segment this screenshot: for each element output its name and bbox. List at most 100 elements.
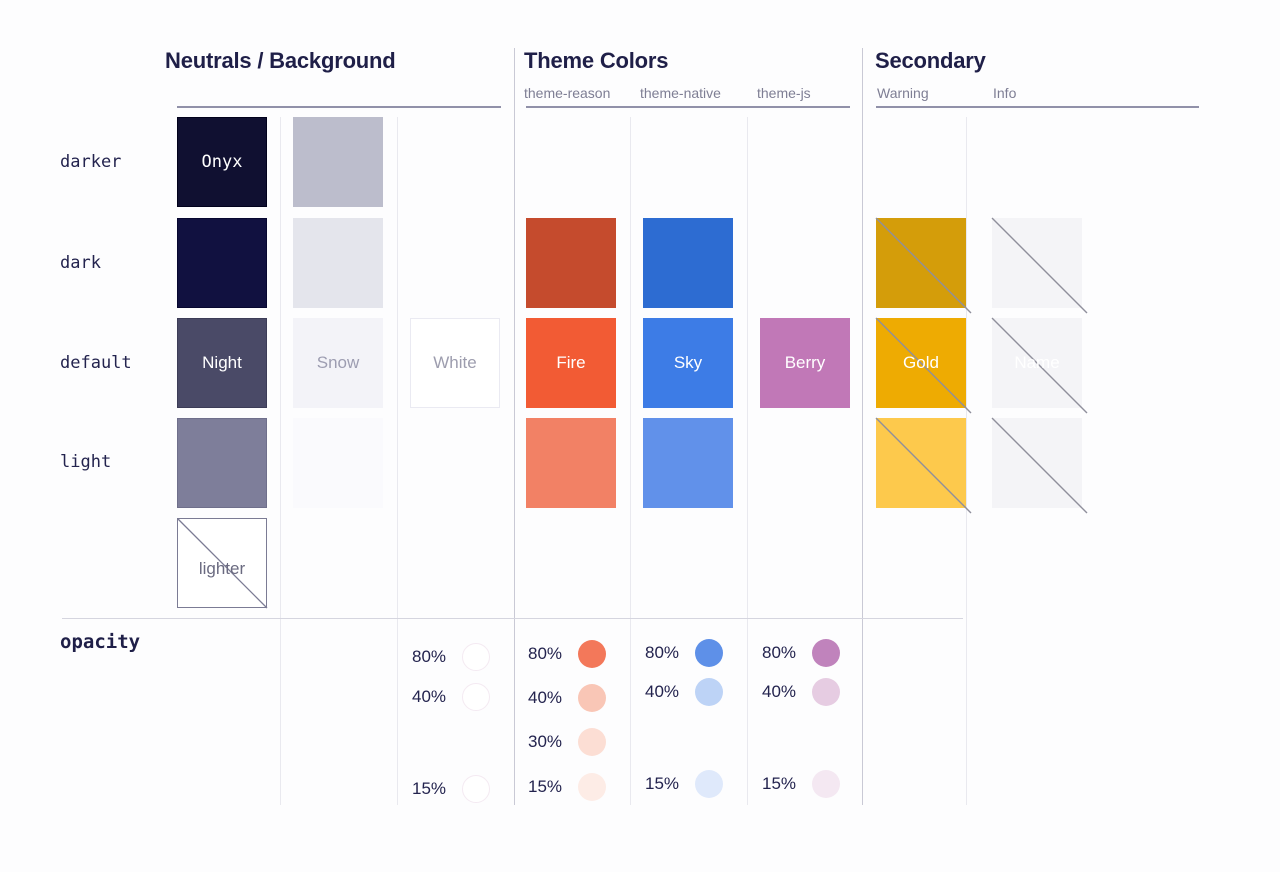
opacity-percent-label: 40%: [528, 688, 563, 707]
swatch-white-label: White: [433, 353, 477, 372]
opacity-circle-sky-80: [695, 639, 723, 667]
sublabel-theme-native: theme-native: [640, 85, 721, 101]
swatch-sky-label: Sky: [673, 353, 703, 372]
swatch-onyx: Onyx: [177, 117, 267, 207]
swatch-sky: Sky: [643, 318, 733, 408]
opacity-row-white-15: 15%: [412, 775, 490, 803]
row-label-default: default: [60, 353, 132, 373]
opacity-percent-label: 40%: [762, 682, 797, 701]
opacity-percent-label: 80%: [412, 647, 447, 666]
opacity-circle-berry-80: [812, 639, 840, 667]
opacity-circle-berry-40: [812, 678, 840, 706]
opacity-row-fire-30: 30%: [528, 728, 606, 756]
opacity-row-fire-80: 80%: [528, 640, 606, 668]
strikethrough-line: [991, 417, 1088, 514]
row-label-light: light: [60, 452, 112, 472]
opacity-percent-label: 15%: [762, 774, 797, 793]
swatch-sky-light: [643, 418, 733, 508]
column-divider: [747, 117, 748, 805]
opacity-divider: [62, 618, 963, 619]
opacity-row-sky-15: 15%: [645, 770, 723, 798]
section-rule: [177, 106, 501, 108]
swatch-fire-dark: [526, 218, 616, 308]
swatch-sky-dark: [643, 218, 733, 308]
swatch-snow: Snow: [293, 318, 383, 408]
section-rule: [876, 106, 1199, 108]
strikethrough-line: [177, 518, 268, 609]
sublabel-theme-js: theme-js: [757, 85, 811, 101]
opacity-circle-fire-80: [578, 640, 606, 668]
column-divider: [280, 117, 281, 805]
opacity-percent-label: 40%: [412, 687, 447, 706]
opacity-row-berry-80: 80%: [762, 639, 840, 667]
sublabel-info: Info: [993, 85, 1017, 101]
swatch-berry: Berry: [760, 318, 850, 408]
section-title-neutrals: Neutrals / Background: [165, 48, 396, 73]
swatch-neutral-light: [177, 418, 267, 508]
swatch-neutral-dark: [177, 218, 267, 308]
section-title-theme: Theme Colors: [524, 48, 669, 73]
swatch-fire: Fire: [526, 318, 616, 408]
swatch-lighter: lighter: [177, 518, 268, 609]
strikethrough-line: [875, 417, 972, 514]
swatch-gold: Gold: [875, 317, 972, 414]
swatch-fire-label: Fire: [556, 353, 586, 372]
opacity-percent-label: 15%: [528, 777, 563, 796]
column-divider: [397, 117, 398, 805]
row-label-darker: darker: [60, 152, 122, 172]
section-title-secondary: Secondary: [875, 48, 986, 73]
swatch-gold-dark: [875, 217, 972, 314]
strikethrough-line: [875, 317, 972, 414]
opacity-row-fire-15: 15%: [528, 773, 606, 801]
swatch-neutral2-darker: [293, 117, 383, 207]
opacity-percent-label: 40%: [645, 682, 680, 701]
row-label-opacity: opacity: [60, 631, 141, 653]
opacity-circle-fire-30: [578, 728, 606, 756]
opacity-circle-white-15: [462, 775, 490, 803]
opacity-circle-berry-15: [812, 770, 840, 798]
strikethrough-line: [875, 217, 972, 314]
opacity-circle-white-40: [462, 683, 490, 711]
opacity-percent-label: 15%: [645, 774, 680, 793]
swatch-info-light: [991, 417, 1088, 514]
opacity-percent-label: 80%: [645, 643, 680, 662]
opacity-row-white-40: 40%: [412, 683, 490, 711]
swatch-gold-light: [875, 417, 972, 514]
opacity-row-berry-15: 15%: [762, 770, 840, 798]
section-divider: [862, 48, 863, 805]
opacity-percent-label: 80%: [762, 643, 797, 662]
swatch-info-label: Name: [1014, 353, 1060, 372]
strikethrough-line: [991, 317, 1088, 414]
sublabel-theme-reason: theme-reason: [524, 85, 611, 101]
swatch-gold-label: Gold: [903, 353, 939, 372]
column-divider: [630, 117, 631, 805]
swatch-snow-label: Snow: [316, 353, 360, 372]
opacity-row-sky-80: 80%: [645, 639, 723, 667]
swatch-white: White: [410, 318, 500, 408]
section-divider: [514, 48, 515, 805]
opacity-row-white-80: 80%: [412, 643, 490, 671]
swatch-neutral2-dark: [293, 218, 383, 308]
swatch-neutral2-light: [293, 418, 383, 508]
opacity-percent-label: 15%: [412, 779, 447, 798]
swatch-lighter-label: lighter: [198, 559, 246, 578]
swatch-night: Night: [177, 318, 267, 408]
opacity-circle-white-80: [462, 643, 490, 671]
section-rule: [526, 106, 850, 108]
row-label-dark: dark: [60, 253, 101, 273]
swatch-onyx-label: Onyx: [201, 152, 243, 172]
opacity-circle-sky-40: [695, 678, 723, 706]
opacity-row-fire-40: 40%: [528, 684, 606, 712]
opacity-circle-fire-40: [578, 684, 606, 712]
opacity-circle-fire-15: [578, 773, 606, 801]
opacity-row-berry-40: 40%: [762, 678, 840, 706]
swatch-night-label: Night: [202, 353, 242, 372]
swatch-berry-label: Berry: [784, 353, 826, 372]
strikethrough-line: [991, 217, 1088, 314]
opacity-circle-sky-15: [695, 770, 723, 798]
column-divider: [966, 117, 967, 805]
opacity-percent-label: 80%: [528, 644, 563, 663]
swatch-info: Name: [991, 317, 1088, 414]
opacity-percent-label: 30%: [528, 732, 563, 751]
